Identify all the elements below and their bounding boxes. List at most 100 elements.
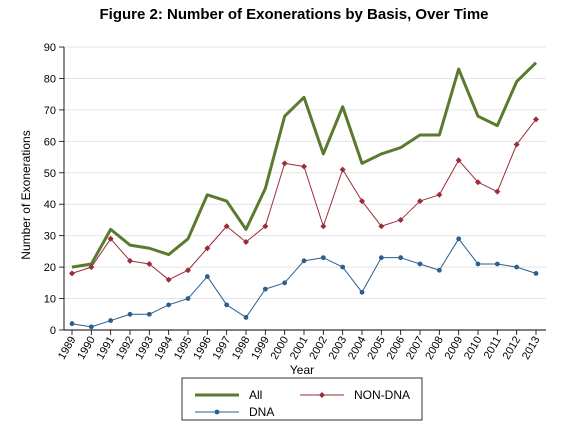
data-point	[88, 324, 94, 330]
data-point	[475, 261, 481, 267]
legend-label: NON-DNA	[354, 388, 410, 402]
series-line	[71, 238, 537, 328]
data-point	[204, 274, 210, 279]
data-point	[513, 141, 520, 148]
x-tick-label: 2007	[404, 335, 427, 362]
data-point	[417, 261, 423, 267]
data-point	[494, 261, 500, 267]
data-point	[320, 223, 327, 230]
data-point	[359, 198, 365, 205]
legend-item: NON-DNA	[300, 388, 410, 402]
data-point	[455, 157, 462, 164]
data-point	[475, 179, 481, 186]
x-tick-label: 1994	[153, 335, 176, 362]
y-tick-label: 40	[44, 199, 56, 211]
x-tick-label: 2005	[365, 335, 388, 362]
data-point	[533, 116, 539, 123]
data-point	[339, 166, 346, 173]
data-point	[397, 216, 404, 223]
x-axis-title: Year	[290, 363, 314, 377]
data-point	[223, 223, 230, 230]
x-tick-label: 2004	[346, 335, 369, 362]
data-point	[281, 160, 288, 167]
data-point	[108, 318, 114, 323]
data-point	[301, 258, 307, 264]
data-point	[146, 260, 153, 267]
legend-box	[181, 377, 423, 421]
x-tick-label: 2000	[269, 335, 292, 362]
x-tick-label: 1997	[211, 335, 234, 362]
data-point	[262, 286, 268, 292]
series-non-dna	[69, 116, 539, 283]
y-tick-label: 90	[44, 42, 56, 54]
legend-marker	[319, 392, 325, 398]
series-line	[71, 61, 538, 269]
data-point	[127, 311, 133, 317]
data-point	[378, 255, 384, 261]
data-point	[340, 264, 346, 270]
data-point	[282, 280, 288, 286]
data-point	[224, 302, 230, 308]
data-point	[146, 311, 152, 317]
data-point	[301, 163, 307, 170]
data-point	[359, 289, 365, 295]
x-tick-label: 1992	[114, 335, 137, 362]
data-point	[107, 235, 114, 242]
y-tick-label: 60	[44, 136, 56, 148]
data-point	[243, 238, 249, 245]
axes	[59, 46, 546, 335]
data-point	[243, 315, 249, 320]
data-point	[88, 264, 95, 271]
x-tick-label: 1991	[95, 335, 118, 362]
x-tick-label: 1990	[75, 335, 98, 362]
legend: All NON-DNA DNA	[181, 377, 423, 421]
series-all	[71, 61, 538, 269]
x-tick-label: 2012	[501, 335, 524, 362]
legend-item: All	[195, 388, 262, 402]
x-tick-label: 2008	[423, 335, 446, 362]
data-point	[378, 223, 385, 230]
data-point	[417, 198, 423, 205]
x-tick-label: 2013	[520, 335, 543, 362]
data-point	[262, 223, 269, 230]
x-tick-label: 1995	[172, 335, 195, 362]
data-point	[456, 236, 462, 242]
grid-lines	[64, 46, 546, 300]
data-point	[514, 264, 520, 270]
data-point	[185, 267, 191, 274]
legend-label: DNA	[249, 405, 274, 419]
y-tick-label: 50	[44, 168, 56, 180]
y-tick-label: 80	[44, 73, 56, 85]
legend-item: DNA	[195, 405, 274, 419]
x-tick-label: 1996	[191, 335, 214, 362]
data-point	[69, 321, 75, 327]
series-group	[69, 61, 539, 330]
data-point	[69, 270, 75, 277]
data-point	[127, 257, 133, 264]
legend-marker	[214, 409, 220, 415]
y-tick-label: 30	[44, 231, 56, 243]
legend-label: All	[249, 388, 262, 402]
series-line	[71, 119, 537, 281]
data-point	[320, 255, 326, 261]
y-axis-title: Number of Exonerations	[19, 130, 33, 259]
x-tick-label: 1999	[249, 335, 272, 362]
y-tick-label: 10	[44, 294, 56, 306]
data-point	[185, 296, 191, 301]
data-point	[436, 267, 442, 273]
data-point	[533, 271, 539, 276]
x-tick-label: 2010	[462, 335, 485, 362]
y-tick-label: 70	[44, 105, 56, 117]
x-tick-label: 2011	[482, 335, 504, 361]
data-point	[204, 245, 211, 252]
x-tick-label: 2002	[307, 335, 330, 362]
data-point	[166, 302, 172, 308]
y-tick-label: 0	[50, 325, 56, 337]
chart-title: Figure 2: Number of Exonerations by Basi…	[99, 6, 489, 23]
x-tick-label: 1989	[56, 335, 79, 362]
x-tick-label: 2003	[327, 335, 350, 362]
x-tick-label: 2009	[443, 335, 466, 362]
x-tick-label: 2001	[288, 335, 311, 362]
y-tick-label: 20	[44, 262, 56, 274]
